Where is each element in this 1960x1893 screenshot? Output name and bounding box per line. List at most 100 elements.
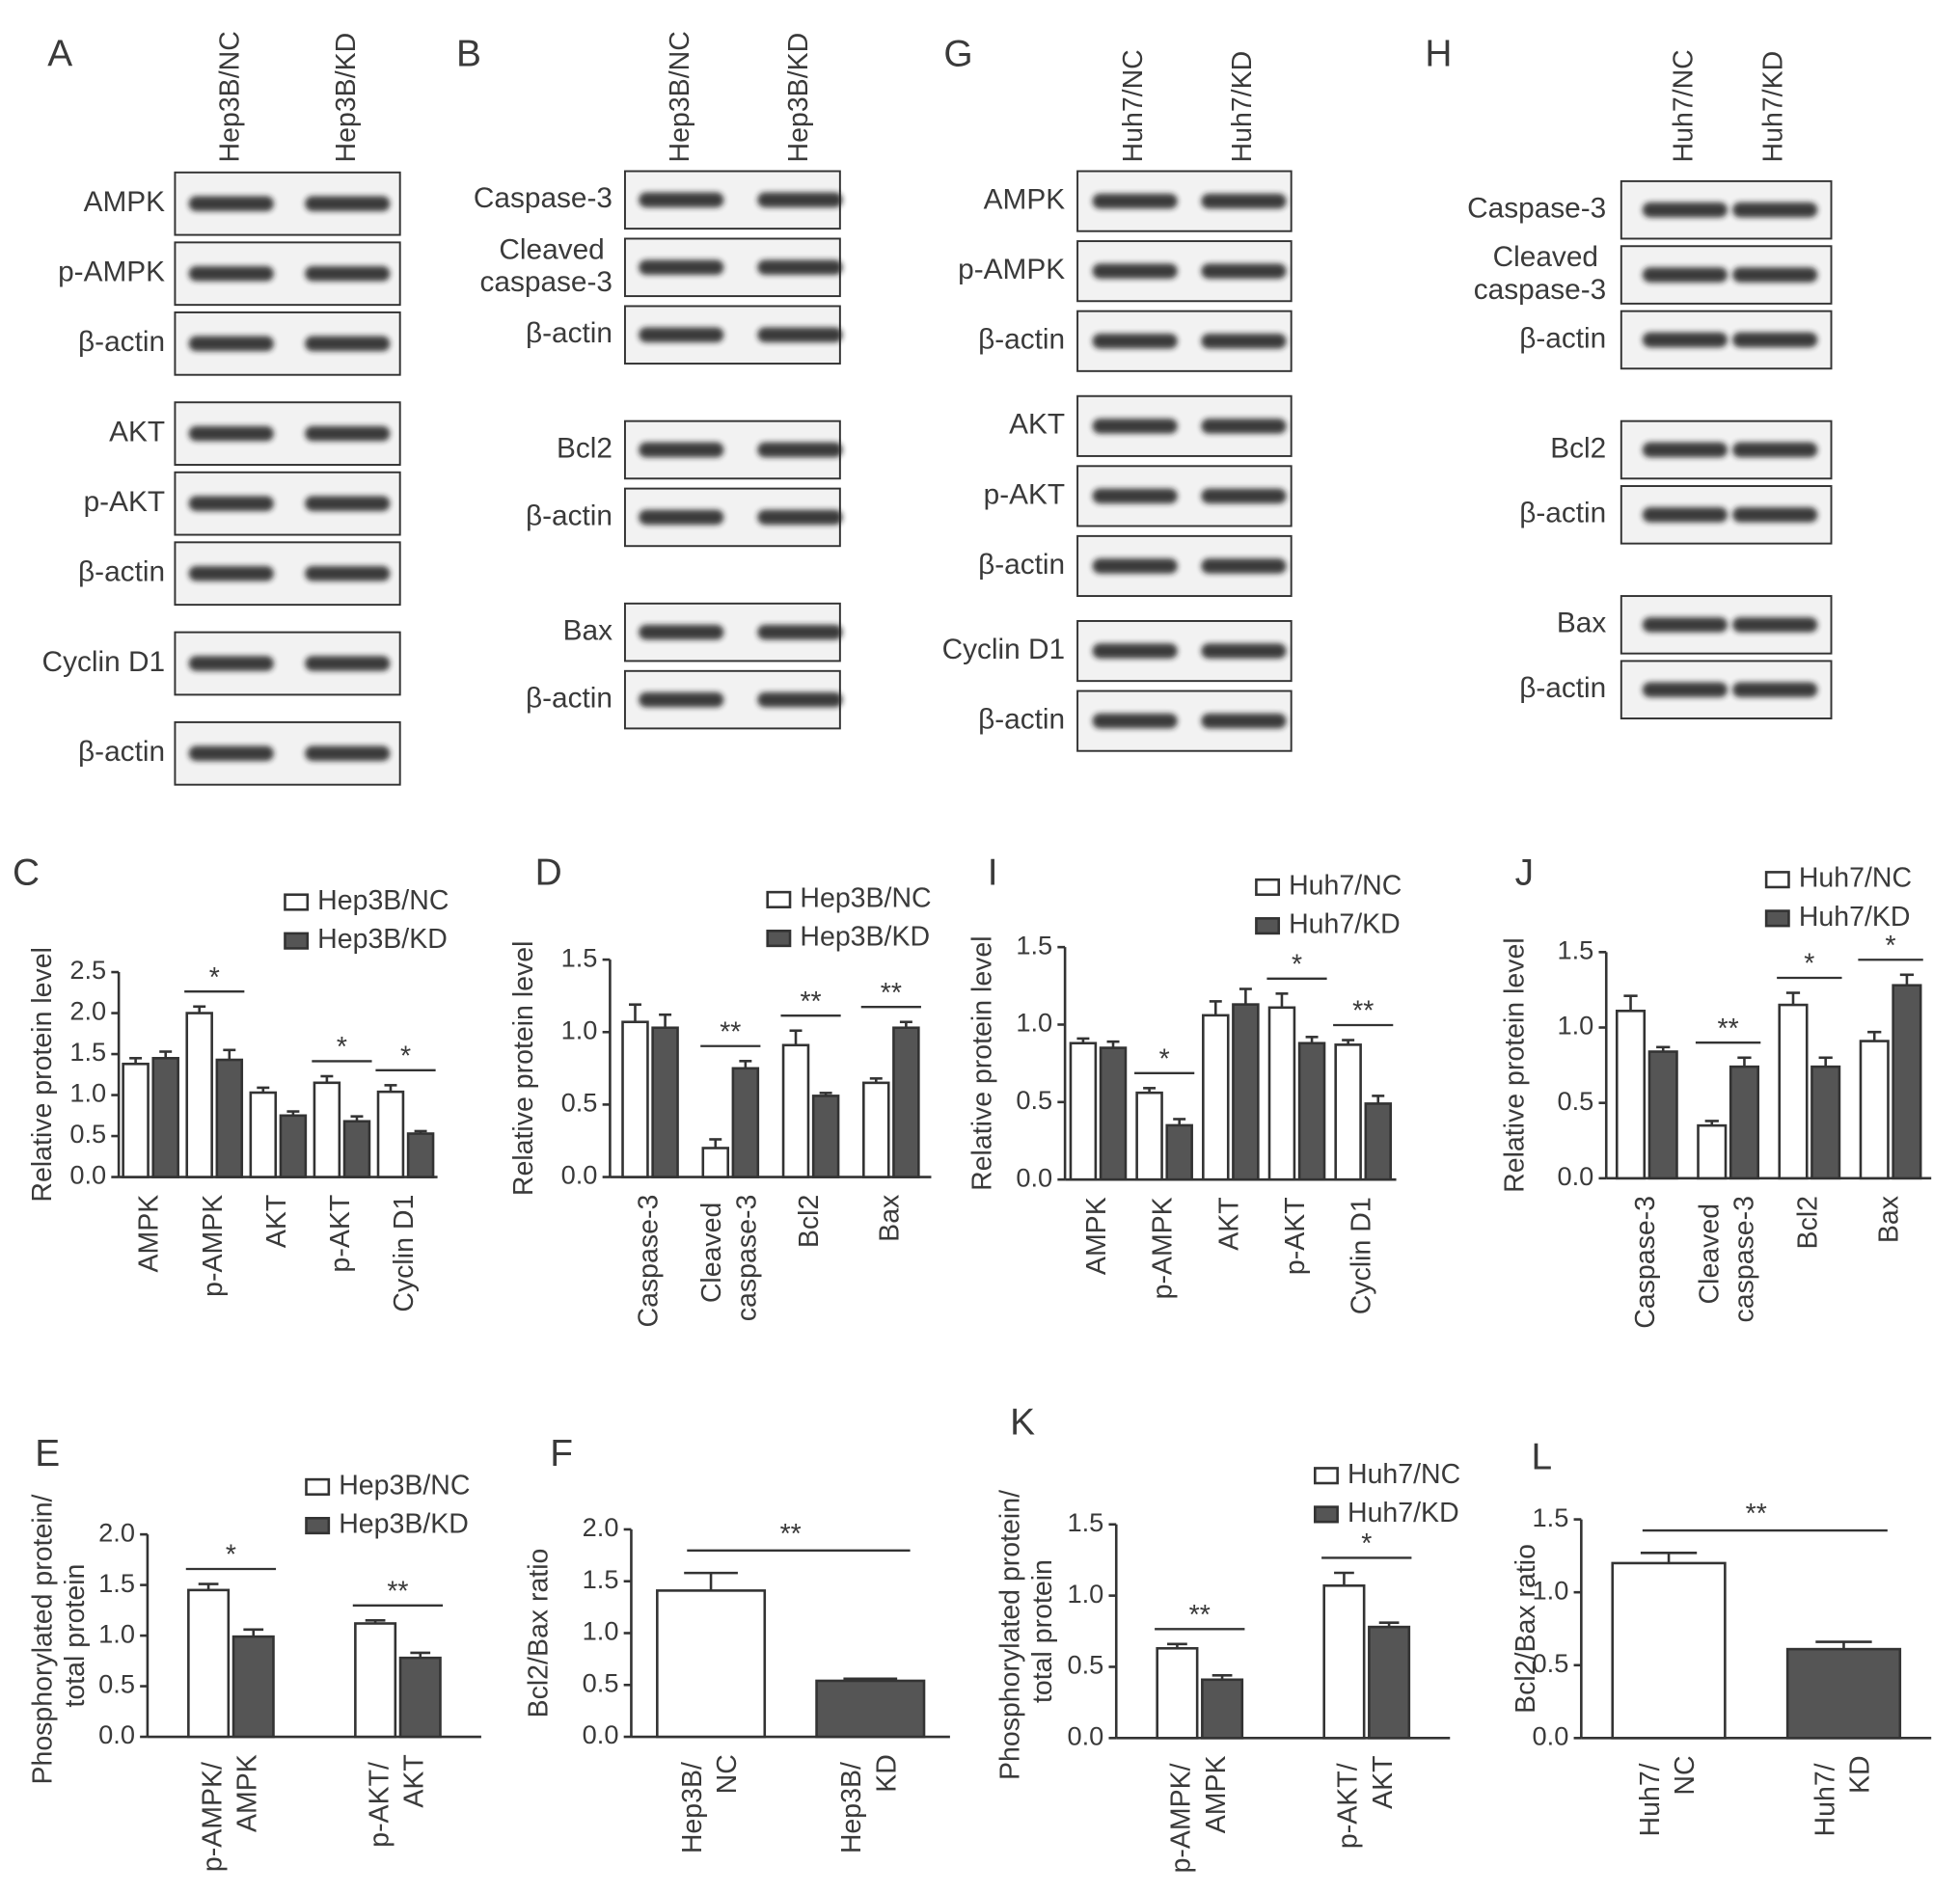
legend-label: Huh7/KD xyxy=(1348,1498,1459,1528)
lane-label: Hep3B/KD xyxy=(331,33,362,163)
text-line: Hep3B/ xyxy=(676,1754,707,1853)
legend-swatch xyxy=(1764,909,1790,928)
x-tick-label: p-AKT/ AKT xyxy=(364,1754,429,1848)
band xyxy=(1642,442,1728,458)
panel-label: E xyxy=(35,1433,60,1474)
row-label: Cleaved caspase-3 xyxy=(1474,241,1606,306)
chart: J Relative protein level 0.0 0.5 1.0 1.5 Caspa… xyxy=(1499,852,1932,1329)
y-tick-label: 0.0 xyxy=(1016,1162,1052,1192)
x-tick-label: p-AKT xyxy=(325,1195,356,1273)
bar xyxy=(1368,1625,1411,1740)
x-tick-label: AKT xyxy=(1213,1197,1244,1250)
lane-label: Hep3B/KD xyxy=(783,33,814,163)
row-label: β-actin xyxy=(978,704,1065,736)
panel-label: F xyxy=(550,1433,573,1474)
text-line: AKT xyxy=(398,1754,429,1807)
x-tick-label: p-AKT/ AKT xyxy=(1332,1755,1398,1849)
legend-swatch xyxy=(305,1516,331,1535)
row-label: β-actin xyxy=(78,326,165,358)
legend-swatch xyxy=(1255,917,1281,935)
bar xyxy=(656,1589,767,1739)
bar xyxy=(279,1114,308,1178)
legend-swatch xyxy=(766,890,792,908)
y-tick-label: 0.5 xyxy=(561,1088,598,1118)
band xyxy=(1732,617,1818,633)
x-tick-label: p-AMPK/ AMPK xyxy=(1165,1755,1231,1873)
panel-label: J xyxy=(1515,852,1534,893)
chart: D Relative protein level 0.0 0.5 1.0 1.5 Caspa… xyxy=(508,852,932,1327)
bar xyxy=(249,1091,278,1178)
y-tick-label: 2.0 xyxy=(98,1517,135,1547)
blot-panel: B Hep3B/NC Hep3B/KD Caspase-3 Cleaved caspas… xyxy=(456,31,843,730)
band xyxy=(757,259,843,276)
lane-label: Huh7/NC xyxy=(1668,49,1699,162)
band xyxy=(639,509,724,526)
y-tick-label: 1.5 xyxy=(69,1037,106,1067)
text-line: Phosphorylated protein/ xyxy=(27,1487,58,1785)
text-line: total protein xyxy=(1027,1559,1058,1703)
band xyxy=(1092,558,1178,574)
row-label: β-actin xyxy=(526,500,612,531)
y-tick-label: 0.0 xyxy=(561,1160,598,1190)
row-label: Caspase-3 xyxy=(1467,193,1606,225)
bar xyxy=(1697,1123,1728,1180)
significance-label: * xyxy=(209,962,220,993)
text-line: NC xyxy=(1670,1755,1701,1795)
panel-label: A xyxy=(47,34,72,75)
y-tick-label: 0.0 xyxy=(98,1719,135,1749)
y-tick-label: 0.5 xyxy=(583,1667,619,1697)
band xyxy=(1201,193,1287,209)
significance-label: ** xyxy=(1746,1499,1767,1529)
legend-swatch xyxy=(1314,1467,1339,1485)
band xyxy=(1201,558,1287,574)
bar xyxy=(1322,1583,1366,1740)
bar xyxy=(1267,1006,1296,1181)
x-tick-label: Cyclin D1 xyxy=(389,1195,420,1312)
bar xyxy=(185,1012,213,1178)
bar xyxy=(701,1147,730,1178)
y-tick-label: 0.5 xyxy=(1067,1650,1103,1680)
bar xyxy=(1859,1040,1890,1180)
x-tick-label: Hep3B/ NC xyxy=(676,1754,742,1853)
chart: C Relative protein level 0.0 0.5 1.0 1.5 2.0 2.… xyxy=(13,852,449,1312)
band xyxy=(1642,332,1728,348)
x-tick-label: Cleaved caspase-3 xyxy=(1694,1196,1759,1322)
bar xyxy=(1099,1046,1128,1181)
band xyxy=(757,442,843,458)
bar xyxy=(1785,1647,1902,1740)
y-tick-label: 0.5 xyxy=(98,1669,135,1699)
band xyxy=(639,691,724,708)
y-tick-label: 2.0 xyxy=(69,996,106,1026)
x-tick-label: Caspase-3 xyxy=(1630,1196,1661,1329)
y-tick-label: 1.5 xyxy=(1533,1502,1569,1532)
y-tick-label: 1.0 xyxy=(1533,1575,1569,1605)
text-line: p-AMPK/ xyxy=(197,1754,228,1872)
panel-label: H xyxy=(1425,34,1452,75)
legend-label: Huh7/KD xyxy=(1289,909,1401,940)
y-tick-label: 1.5 xyxy=(1557,935,1593,965)
text-line: Phosphorylated protein/ xyxy=(994,1482,1025,1780)
bar xyxy=(1334,1043,1362,1181)
row-label: p-AKT xyxy=(84,486,165,518)
band xyxy=(1201,643,1287,659)
row-label: β-actin xyxy=(78,556,165,588)
band xyxy=(757,192,843,208)
y-tick-label: 0.5 xyxy=(1533,1648,1569,1678)
bar xyxy=(231,1635,275,1739)
significance-label: ** xyxy=(1352,996,1374,1027)
y-tick-label: 1.5 xyxy=(1067,1507,1103,1537)
band xyxy=(757,624,843,640)
band xyxy=(1092,488,1178,504)
band xyxy=(1642,507,1728,523)
x-tick-label: Cyclin D1 xyxy=(1347,1197,1377,1314)
significance-label: ** xyxy=(387,1576,408,1607)
band xyxy=(1092,713,1178,729)
y-tick-label: 1.5 xyxy=(561,942,598,972)
row-label: β-actin xyxy=(1519,322,1606,354)
y-axis-label: Phosphorylated protein/ total protein xyxy=(27,1487,91,1785)
y-axis-label: Relative protein level xyxy=(27,947,58,1203)
band xyxy=(1092,263,1178,279)
text-line: caspase-3 xyxy=(1474,274,1606,306)
text-line: Cleaved xyxy=(696,1195,727,1303)
